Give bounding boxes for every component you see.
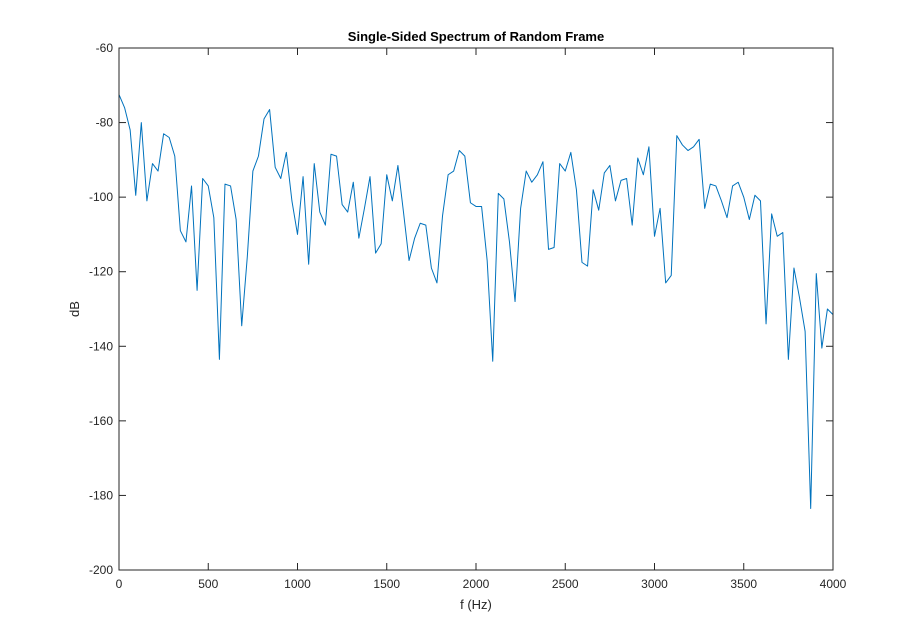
axes-layer: 0 500 1000 1500 2000 2500 3000 3500 4000 -200 -180… bbox=[89, 41, 847, 591]
y-tick-label: -200 bbox=[89, 563, 113, 577]
y-tick-label: -60 bbox=[96, 41, 114, 55]
x-tick-label: 0 bbox=[116, 577, 123, 591]
x-tick-label: 500 bbox=[198, 577, 218, 591]
chart-title: Single-Sided Spectrum of Random Frame bbox=[348, 29, 604, 44]
x-tick-label: 3000 bbox=[641, 577, 668, 591]
x-tick-label: 4000 bbox=[820, 577, 847, 591]
series-line-0 bbox=[118, 94, 834, 509]
x-tick-label: 1500 bbox=[373, 577, 400, 591]
y-tick-label: -160 bbox=[89, 414, 113, 428]
x-tick-label: 2500 bbox=[552, 577, 579, 591]
x-tick-label: 1000 bbox=[284, 577, 311, 591]
plot-area bbox=[119, 48, 833, 570]
y-tick-label: -100 bbox=[89, 190, 113, 204]
y-tick-label: -140 bbox=[89, 339, 113, 353]
data-layer bbox=[118, 94, 834, 509]
y-tick-label: -80 bbox=[96, 116, 114, 130]
y-tick-label: -120 bbox=[89, 265, 113, 279]
plot-background bbox=[119, 48, 833, 570]
x-tick-label: 2000 bbox=[463, 577, 490, 591]
x-axis-label: f (Hz) bbox=[460, 597, 492, 612]
x-tick-label: 3500 bbox=[730, 577, 757, 591]
y-axis-label: dB bbox=[67, 301, 82, 317]
y-tick-label: -180 bbox=[89, 488, 113, 502]
